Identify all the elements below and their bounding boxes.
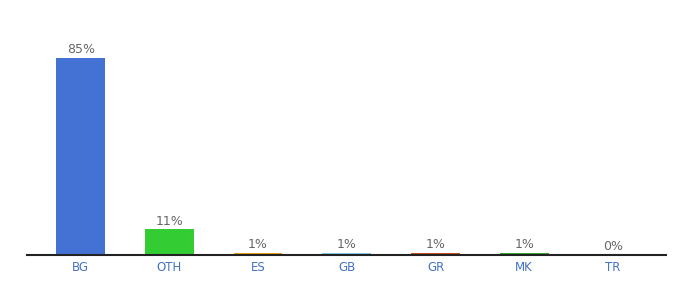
Bar [500,253,549,255]
Text: 1%: 1% [426,238,445,251]
Text: 0%: 0% [603,240,623,254]
Bar [234,253,282,255]
Bar [56,58,105,255]
Bar [145,230,194,255]
Text: 1%: 1% [248,238,268,251]
Text: 1%: 1% [337,238,357,251]
Text: 11%: 11% [156,215,183,228]
Bar [411,253,460,255]
Bar [322,253,371,255]
Text: 1%: 1% [514,238,534,251]
Text: 85%: 85% [67,43,95,56]
